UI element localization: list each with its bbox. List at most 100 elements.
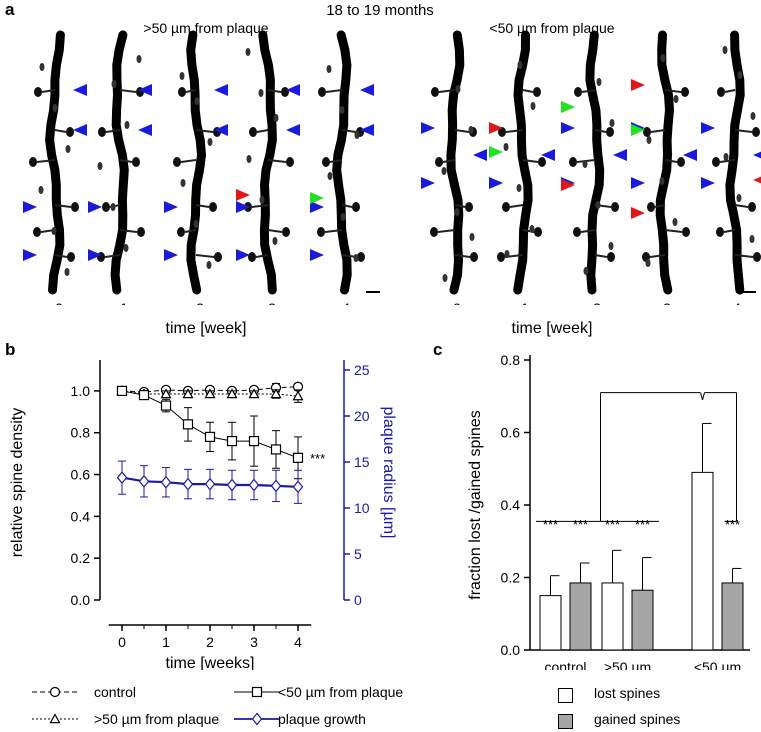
x-tick-label: 0: [118, 634, 126, 650]
data-point: [160, 388, 172, 399]
spine-neck: [256, 129, 269, 133]
stable-spine-arrow: [286, 124, 300, 136]
y-tick-label: 0.4: [71, 508, 91, 524]
time-tick-label: 2: [196, 300, 204, 305]
panel-a-near-group-label: <50 µm from plaque: [489, 20, 615, 36]
debris-blob: [504, 250, 510, 258]
spine-neck: [509, 204, 524, 208]
lost-spine-arrow: [489, 122, 503, 134]
spine-neck: [180, 159, 197, 163]
debris-blob: [38, 186, 44, 194]
y2-tick-label: 25: [354, 362, 370, 378]
dendrite-shaft: [446, 30, 465, 295]
spine-head: [753, 252, 761, 262]
spine-head: [209, 202, 217, 212]
spine-neck: [341, 204, 353, 208]
significance-stars: ***: [725, 517, 740, 532]
panel-b-letter: b: [5, 340, 16, 359]
gained-spine-arrow: [561, 101, 575, 113]
debris-blob: [354, 131, 360, 139]
stable-spine-arrow: [88, 201, 102, 213]
stable-spine-arrow: [236, 201, 250, 213]
spine-neck: [324, 229, 343, 233]
spine-neck: [36, 159, 56, 163]
y2-tick-label: 20: [354, 408, 370, 424]
spine-neck: [734, 204, 749, 208]
time-tick-label: 3: [663, 300, 671, 305]
spine-neck: [54, 204, 72, 208]
spine-neck: [438, 89, 456, 93]
spine-neck: [723, 229, 736, 233]
spine-head: [647, 202, 655, 212]
lost-spine-arrow: [753, 176, 761, 184]
stable-spine-arrow: [631, 177, 645, 189]
spine-head: [497, 252, 505, 262]
spine-head: [574, 87, 582, 97]
debris-blob: [441, 167, 447, 175]
spine-neck: [719, 159, 736, 163]
spine-neck: [505, 129, 524, 133]
lost-spine-arrow: [631, 207, 645, 219]
data-point: [160, 475, 172, 489]
debris-blob: [736, 194, 742, 202]
spine-neck: [442, 159, 456, 163]
debris-blob: [193, 220, 199, 228]
dendrite-shaft: [332, 30, 352, 295]
y-tick-label: 0.8: [501, 352, 521, 368]
dendrite-shaft: [585, 30, 605, 295]
spine-neck: [195, 254, 215, 258]
legend-lost-swatch: [558, 688, 573, 703]
dendrite-image-strip: 0 1 2 3 4 0 1 2 3 4: [23, 30, 761, 305]
category-label: >50 µm: [604, 659, 651, 670]
significance-stars: ***: [635, 517, 650, 532]
spine-head: [752, 127, 760, 137]
data-point: [138, 389, 150, 401]
spine-head: [717, 87, 725, 97]
spine-neck: [267, 229, 283, 233]
stable-spine-arrow: [23, 249, 37, 261]
stable-spine-arrow: [164, 249, 178, 261]
legend-gained-label: gained spines: [594, 711, 681, 727]
spine-head: [352, 202, 360, 212]
debris-blob: [51, 227, 57, 235]
spine-head: [98, 127, 106, 137]
data-point: [182, 388, 194, 399]
spine-neck: [650, 129, 666, 133]
spine-neck: [454, 204, 466, 208]
legend-b-markers-2: [234, 686, 280, 726]
debris-blob: [180, 179, 186, 187]
spine-head: [137, 227, 145, 237]
spine-neck: [185, 89, 197, 93]
stable-spine-arrow: [214, 84, 228, 96]
debris-blob: [245, 48, 251, 56]
significance-stars: ***: [310, 451, 325, 466]
stable-spine-arrow: [88, 249, 102, 261]
spine-neck: [649, 254, 666, 258]
debris-blob: [516, 184, 522, 192]
debris-blob: [645, 259, 651, 267]
debris-blob: [583, 267, 589, 275]
data-point: [226, 435, 238, 447]
x-tick-label: 3: [250, 634, 258, 650]
stable-spine-arrow: [421, 177, 435, 189]
y-tick-label: 0.2: [501, 570, 521, 586]
y2-axis-title: plaque radius [µm]: [380, 407, 397, 539]
y-tick-label: 0.2: [71, 550, 91, 566]
spine-head: [286, 157, 294, 167]
spine-head: [538, 157, 546, 167]
spine-neck: [594, 129, 607, 133]
spine-neck: [41, 89, 56, 93]
debris-blob: [722, 46, 728, 54]
spine-head: [34, 87, 42, 97]
spine-neck: [195, 129, 214, 133]
legend-plaque-label: plaque growth: [278, 711, 366, 727]
gained-spine-arrow: [489, 146, 503, 158]
stable-spine-arrow: [360, 124, 374, 136]
data-point: [292, 452, 304, 463]
debris-blob: [136, 55, 142, 63]
stable-spine-arrow: [310, 249, 324, 261]
spine-head: [177, 227, 185, 237]
spine-head: [569, 157, 577, 167]
debris-blob: [442, 274, 448, 282]
spine-neck: [267, 89, 282, 93]
